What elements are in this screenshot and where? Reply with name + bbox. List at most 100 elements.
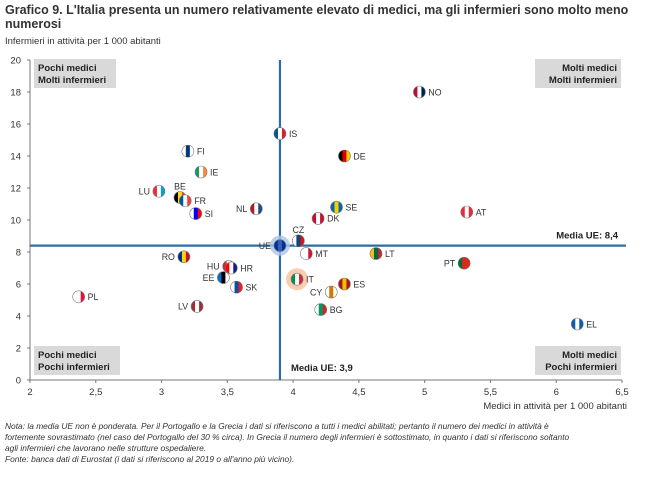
point-pl: PL [72, 290, 99, 304]
flag-stripe [80, 290, 85, 303]
flag-stripe [277, 239, 283, 252]
x-tick-label: 3 [159, 387, 164, 398]
point-el: EL [570, 317, 597, 331]
marker-outline [152, 184, 166, 198]
flag-stripe [156, 185, 162, 198]
quadrant-label-bottom-right: Molti medici Pochi infermieri [535, 346, 621, 375]
flag-stripe [296, 234, 301, 247]
flag-stripe [181, 250, 187, 263]
flag-stripe [308, 247, 313, 260]
y-tick-label: 0 [16, 376, 21, 387]
point-ue: UE [259, 235, 290, 256]
flag-marker [460, 206, 473, 218]
y-tick-label: 6 [16, 280, 21, 291]
marker-outline [369, 247, 383, 260]
flag-stripe [183, 194, 188, 207]
point-si: SI [189, 207, 213, 220]
marker-outline [224, 261, 238, 275]
point-it: IT [286, 268, 315, 291]
flag-stripe [300, 247, 305, 260]
flag-stripe [185, 145, 191, 158]
flag-stripe [225, 262, 230, 274]
x-tick-label: 4 [290, 387, 295, 398]
point-label: CZ [293, 225, 305, 235]
point-label: NO [428, 87, 441, 97]
point-ro: RO [162, 250, 191, 264]
quadrant-label-top-left: Pochi medici Molti infermieri [34, 59, 116, 88]
flag-stripe [316, 212, 321, 225]
quadrant-top-left-line2: Molti infermieri [38, 75, 106, 86]
flag-stripe [195, 300, 200, 313]
flag-stripe [338, 150, 343, 162]
flag-stripe [346, 150, 351, 162]
flag-stripe [318, 303, 324, 316]
flag-stripe [234, 281, 239, 294]
flag-stripe [233, 262, 238, 274]
flag-stripe [217, 271, 222, 284]
flag-stripe [291, 273, 296, 286]
marker-outline [299, 247, 313, 260]
point-fi: FI [181, 144, 205, 158]
flag-stripe [464, 206, 470, 218]
flag-stripe [346, 278, 351, 290]
point-lv: LV [178, 300, 204, 313]
point-label: SK [246, 283, 258, 293]
flag-stripe [160, 185, 165, 198]
flag-stripe [322, 303, 327, 316]
flag-stripe [462, 257, 467, 270]
x-tick-label: 4,5 [352, 387, 365, 398]
flag-stripe [238, 281, 243, 294]
flag-marker [314, 303, 327, 316]
point-is: IS [273, 127, 297, 140]
flag-marker [217, 271, 230, 284]
flag-stripe [299, 273, 304, 286]
flag-marker [72, 290, 85, 303]
marker-outline [413, 85, 426, 99]
marker-outline [217, 271, 230, 284]
marker-outline [178, 194, 192, 208]
flag-stripe [575, 318, 580, 330]
y-tick-label: 18 [10, 88, 21, 99]
flag-marker [181, 145, 194, 158]
flag-stripe [277, 127, 283, 140]
data-points: NO IS FI DE IE LU BE FR SE NL AT SI DK CZ UE MT LT RO PT HU… [72, 85, 597, 331]
flag-stripe [189, 207, 195, 220]
marker-outline [290, 272, 304, 286]
y-axis-label: Infermieri in attività per 1 000 abitant… [5, 36, 161, 47]
y-tick-label: 8 [16, 248, 21, 259]
flag-marker [338, 150, 351, 162]
point-label: EL [586, 319, 597, 329]
flag-marker [177, 250, 190, 263]
flag-stripe [185, 250, 190, 263]
flag-marker [330, 201, 343, 214]
flag-stripe [325, 286, 330, 298]
point-bg: BG [314, 303, 343, 316]
flag-stripe [221, 271, 226, 284]
flag-stripe [191, 300, 196, 313]
point-de: DE [338, 149, 366, 163]
marker-outline [181, 144, 195, 158]
flag-stripe [177, 250, 183, 263]
point-pt: PT [444, 256, 471, 270]
flag-stripe [179, 194, 184, 207]
flag-stripe [571, 318, 576, 330]
flag-stripe [338, 201, 343, 214]
point-label: LV [178, 302, 188, 312]
point-es: ES [338, 277, 365, 291]
quadrant-bottom-right-line1: Molti medici [562, 350, 617, 361]
quadrant-label-top-right: Molti medici Molti infermieri [535, 59, 621, 88]
flag-stripe [187, 194, 192, 207]
point-cz: CZ [292, 225, 305, 248]
marker-outline [330, 200, 343, 214]
flag-stripe [273, 127, 279, 140]
point-label: CY [310, 287, 322, 297]
marker-outline [457, 256, 471, 270]
flag-stripe [320, 212, 325, 225]
flag-stripe [254, 202, 259, 215]
flag-marker [291, 273, 304, 286]
marker-outline [190, 300, 204, 313]
point-at: AT [460, 205, 487, 219]
point-label: LT [385, 249, 395, 259]
